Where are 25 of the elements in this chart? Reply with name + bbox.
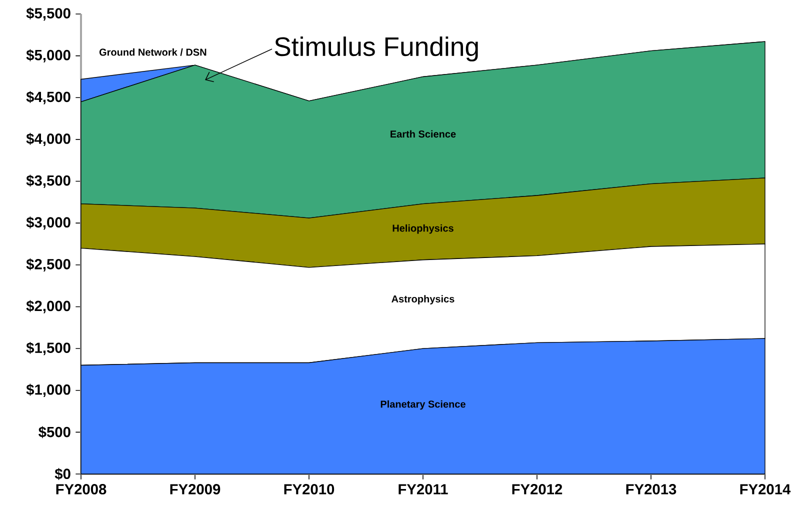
x-tick-label: FY2012	[512, 484, 562, 494]
x-tick-label: FY2008	[56, 484, 106, 494]
x-tick-label: FY2013	[626, 484, 676, 494]
series-label: Earth Science	[390, 130, 456, 138]
x-tick-label: FY2011	[398, 484, 448, 494]
y-tick-label: $5,500	[26, 7, 70, 21]
annotation: Stimulus Funding	[274, 36, 478, 62]
series-label: Planetary Science	[380, 400, 466, 410]
y-tick-label: $0	[54, 468, 70, 480]
y-tick-label: $1,500	[26, 342, 70, 356]
y-tick-label: $3,500	[26, 174, 70, 188]
series-label: Ground Network / DSN	[99, 48, 206, 56]
y-tick-label: $5,000	[26, 49, 70, 62]
y-tick-label: $4,000	[26, 132, 70, 146]
y-tick-label: $2,500	[26, 258, 70, 272]
y-tick-label: $2,000	[26, 300, 70, 314]
y-tick-label: $500	[38, 426, 70, 438]
y-tick-label: $4,500	[26, 91, 70, 104]
y-tick-label: $3,000	[26, 216, 70, 230]
series-label: Astrophysics	[392, 295, 454, 304]
x-tick-label: FY2014	[740, 484, 791, 494]
y-tick-label: $1,000	[26, 384, 70, 397]
x-tick-label: FY2010	[284, 484, 334, 494]
x-tick-label: FY2009	[170, 484, 220, 494]
series-label: Heliophysics	[392, 224, 454, 234]
